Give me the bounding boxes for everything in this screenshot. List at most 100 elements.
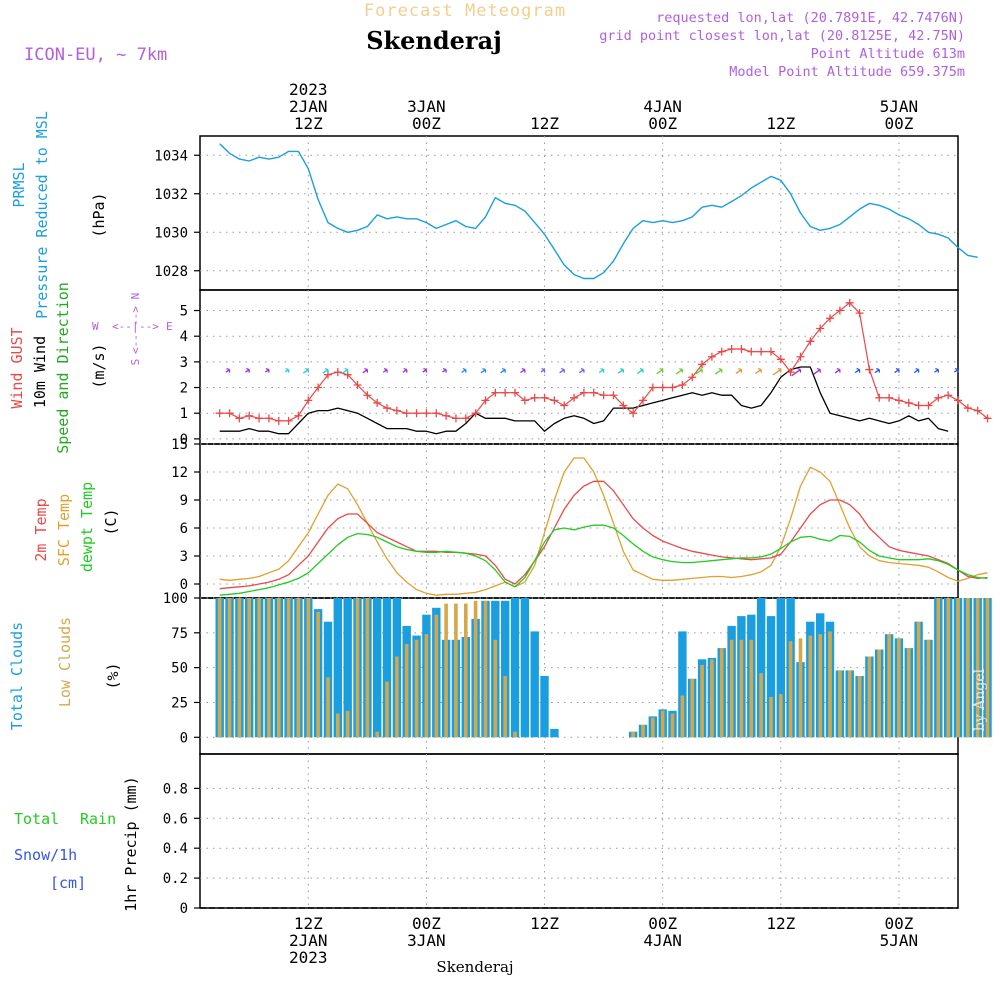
- wind-arrow: [675, 367, 684, 375]
- low-cloud-bar: [670, 713, 675, 738]
- gust-marker: [983, 414, 992, 423]
- panel-precip: 0 0.2 0.4 0.6 0.8: [163, 753, 959, 917]
- low-cloud-bar: [414, 639, 419, 738]
- gust-marker: [865, 365, 874, 374]
- low-cloud-bar: [916, 621, 921, 738]
- low-cloud-bar: [749, 639, 754, 738]
- wind-arrow: [382, 367, 388, 373]
- low-cloud-bar: [404, 644, 409, 738]
- low-cloud-bar: [365, 598, 370, 738]
- wind-arrow: [245, 367, 250, 373]
- wind-arrow: [342, 367, 349, 374]
- gust-marker: [442, 411, 451, 420]
- wind-arrow: [772, 367, 782, 376]
- bottom-time-label: 12Z: [294, 914, 323, 933]
- pressure-unit: (hPa): [90, 192, 108, 237]
- low-cloud-bar: [779, 694, 783, 738]
- wind-arrow: [813, 367, 821, 375]
- wind-arrow: [656, 367, 664, 375]
- top-time-label: 12Z: [766, 114, 795, 133]
- wind-arrow: [362, 367, 369, 374]
- low-cloud-bar: [375, 731, 379, 738]
- gust-marker: [530, 393, 539, 402]
- low-cloud-bar: [719, 648, 724, 738]
- total-cloud-bar: [373, 598, 382, 738]
- low-cloud-bar: [966, 598, 970, 738]
- wind-arrow: [302, 367, 309, 374]
- compass-w-arrow: <--: [112, 320, 132, 333]
- gust-marker: [688, 373, 697, 382]
- gust-marker: [353, 380, 362, 389]
- top-time-label: 3JAN: [407, 97, 446, 116]
- y-tick-label: 3: [180, 549, 188, 565]
- dew-label: dewpt Temp: [78, 482, 96, 572]
- gust-marker: [717, 347, 726, 356]
- panel-wind: 0 1 2 3 4 5: [180, 289, 959, 448]
- low-cloud-bar: [769, 696, 773, 738]
- total-cloud-bar: [550, 728, 559, 738]
- top-time-label: 4JAN: [643, 97, 682, 116]
- clouds-unit: (%): [104, 662, 122, 689]
- gridpoint-coords: grid point closest lon,lat (20.8125E, 42…: [599, 28, 965, 44]
- gust-marker: [609, 391, 618, 400]
- top-time-label: 2JAN: [289, 97, 328, 116]
- low-cloud-bar: [975, 598, 980, 738]
- y-tick-label: 0.6: [163, 811, 188, 827]
- low-cloud-bar: [237, 598, 242, 738]
- top-time-label: 00Z: [648, 114, 677, 133]
- low-cloud-bar: [247, 598, 251, 738]
- wind-arrow: [791, 367, 802, 377]
- wind-arrow: [913, 367, 920, 374]
- wind-arrow: [540, 367, 546, 373]
- gust-marker: [963, 404, 972, 413]
- gust-marker: [944, 391, 953, 400]
- wind-speed-line: [219, 366, 949, 435]
- low-cloud-bar: [690, 678, 694, 738]
- gust-marker: [392, 406, 401, 415]
- low-cloud-bar: [680, 695, 685, 738]
- low-cloud-bar: [788, 641, 793, 738]
- gust-marker: [875, 393, 884, 402]
- chart-subtitle: Forecast Meteogram: [364, 1, 566, 21]
- low-cloud-bar: [710, 659, 714, 738]
- y-tick-label: 6: [180, 521, 188, 537]
- y-tick-label: 4: [180, 329, 188, 345]
- gust-marker: [629, 409, 638, 418]
- low-cloud-bar: [257, 598, 261, 738]
- low-cloud-bar: [798, 638, 803, 738]
- wind-arrow: [480, 367, 487, 374]
- model-label: ICON-EU, ~ 7km: [24, 45, 167, 65]
- low-cloud-bar: [513, 731, 517, 738]
- low-cloud-bar: [828, 631, 832, 738]
- gust-marker: [904, 398, 913, 407]
- gust-marker: [757, 347, 766, 356]
- wind-arrow: [617, 367, 624, 374]
- wind-arrow: [695, 367, 703, 375]
- wind-arrow: [284, 367, 290, 373]
- wind-arrow: [755, 367, 762, 375]
- total-cloud-bar: [343, 598, 352, 738]
- pressure-label-2: Pressure Reduced to MSL: [33, 111, 51, 319]
- gust-marker: [501, 388, 510, 397]
- panel-frame: [199, 135, 959, 291]
- low-cloud-bar: [326, 677, 330, 738]
- wind-arrow: [874, 367, 880, 374]
- rain-label-rain: Rain: [80, 810, 116, 828]
- low-cloud-bar: [395, 656, 399, 738]
- wind-arrow: [578, 367, 585, 374]
- total-cloud-bar: [520, 598, 530, 738]
- low-cloud-bar: [818, 634, 822, 738]
- gust-marker: [698, 360, 707, 369]
- low-cloud-bar: [503, 676, 507, 738]
- wind-arrow: [954, 367, 959, 373]
- wind-arrow: [834, 367, 841, 374]
- total-cloud-bar: [333, 598, 342, 738]
- bottom-time-label: 5JAN: [880, 931, 919, 950]
- low-cloud-bar: [336, 713, 340, 738]
- compass-s: S: [129, 359, 142, 366]
- low-cloud-bar: [936, 598, 941, 738]
- low-cloud-bar: [286, 598, 291, 738]
- compass-n: N: [129, 293, 142, 300]
- low-cloud-bar: [651, 717, 655, 738]
- bottom-time-label: 00Z: [648, 914, 677, 933]
